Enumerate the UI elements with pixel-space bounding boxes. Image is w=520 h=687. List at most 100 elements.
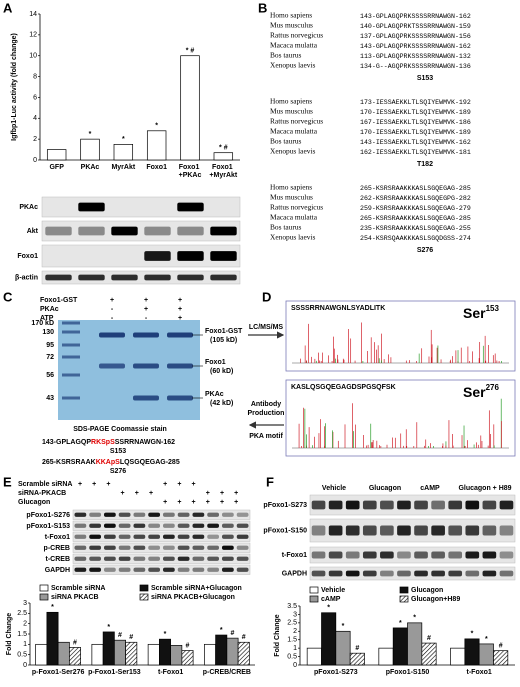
blot-band <box>207 567 220 572</box>
bar <box>306 647 322 666</box>
x-tick-label: MyrAkt <box>111 164 135 171</box>
sequence: 173-IESSAEKKLTLSQIYEWMVK-192 <box>360 99 471 106</box>
blot-band <box>311 525 326 536</box>
blot-band <box>148 512 161 517</box>
blot-band <box>162 534 175 539</box>
blot-band <box>465 500 480 510</box>
significance-marker: # <box>186 642 190 649</box>
ladder-band <box>62 373 80 377</box>
treatment-label: Glucagon <box>18 499 50 506</box>
lane-sign: + <box>163 481 167 488</box>
y-tick-label: 0 <box>293 662 297 669</box>
mw-label: 170 kD <box>31 320 54 327</box>
blot-label: Akt <box>27 228 39 235</box>
significance-marker: # <box>355 645 359 652</box>
blot-label: p-CREB <box>44 545 70 552</box>
bar <box>335 630 351 666</box>
legend-swatch <box>139 593 149 601</box>
lane-sign: + <box>178 297 182 304</box>
legend-label: cAMP <box>321 596 341 603</box>
band-size: (105 kD) <box>210 337 237 344</box>
blot-band <box>431 570 445 577</box>
site-text: Ser <box>463 384 486 400</box>
y-tick-label: 3 <box>293 611 297 618</box>
bar <box>392 627 408 666</box>
species-name: Homo sapiens <box>270 11 312 20</box>
blot-band <box>345 500 360 510</box>
blot-band <box>89 545 102 550</box>
x-tick-label: PKAc <box>81 164 100 171</box>
blot-band <box>177 523 190 528</box>
lane-sign: + <box>78 481 82 488</box>
blot-band <box>144 274 171 281</box>
lane-sign: + <box>192 481 196 488</box>
blot-band <box>177 202 204 212</box>
blot-band <box>118 545 131 550</box>
site-label: Ser276 <box>463 383 499 400</box>
bar <box>57 641 70 666</box>
significance-marker: * <box>89 131 92 138</box>
lane-sign: + <box>106 481 110 488</box>
blot-band <box>148 534 161 539</box>
x-tick-label: pFoxo1-S273 <box>314 669 358 676</box>
bar <box>237 641 250 666</box>
peptide-sequence: SSSSRRNAWGNLSYADLITK <box>291 305 385 312</box>
lane-sign: + <box>177 481 181 488</box>
ladder-band <box>62 330 80 334</box>
blot-band <box>465 551 480 559</box>
bar <box>80 138 100 161</box>
site-label: T182 <box>417 161 433 168</box>
species-name: Xenopus laevis <box>270 233 315 242</box>
significance-marker: # <box>129 634 133 641</box>
blot-band <box>118 567 131 572</box>
site-label: S276 <box>417 247 433 254</box>
x-tick-label: t-Foxo1 <box>158 669 183 676</box>
species-name: Mus musculus <box>270 107 313 116</box>
blot <box>72 531 251 542</box>
lane-sign: - <box>145 315 148 322</box>
sequence: 265-KSRSRAAKKKASLSGQEGAG-285 <box>360 185 471 192</box>
blot-band <box>380 551 394 559</box>
significance-marker: # <box>242 634 246 641</box>
blot <box>72 553 251 564</box>
gel-band <box>167 395 193 401</box>
blot <box>72 542 251 553</box>
blot-band <box>177 226 204 236</box>
blot-band <box>221 523 234 528</box>
sequence: 235-KSRSRAAKKKASLSGQEGAG-255 <box>360 225 471 232</box>
species-name: Mus musculus <box>270 21 313 30</box>
band-name: Foxo1 <box>205 359 226 366</box>
lane-sign: + <box>144 297 148 304</box>
bar <box>46 611 59 666</box>
legend-label: Vehicle <box>321 587 345 594</box>
significance-marker: * <box>155 123 158 130</box>
bar <box>421 642 437 666</box>
treatment-label: ATP <box>40 315 54 322</box>
panel-label: E <box>3 474 12 489</box>
blot-band <box>177 512 190 517</box>
blot-band <box>177 251 204 261</box>
legend-label: siRNA PKACB <box>51 594 99 601</box>
panel-label: A <box>3 0 13 15</box>
site-text: Ser <box>463 305 486 321</box>
sequence: 162-IESSAEKKLTLSQIYEWMVK-181 <box>360 149 471 156</box>
blot-band <box>177 534 190 539</box>
blot-band <box>89 534 102 539</box>
significance-marker: * # <box>186 48 195 55</box>
sequence-part: 265-KSRSRAAK <box>42 459 96 466</box>
blot-band <box>414 570 428 577</box>
mw-label: 95 <box>46 342 54 349</box>
significance-marker: # <box>499 643 503 650</box>
blot <box>41 244 241 268</box>
blot-band <box>236 534 249 539</box>
blot-label: β-actin <box>15 274 38 281</box>
species-name: Macaca mulatta <box>270 213 318 222</box>
species-name: Xenopus laevis <box>270 147 315 156</box>
y-axis-label: Fold Change <box>274 614 281 656</box>
bar <box>125 641 138 666</box>
blot-band <box>311 570 326 577</box>
gel-band <box>133 363 159 369</box>
x-tick-label: t-Foxo1 <box>467 669 492 676</box>
blot-band <box>328 551 343 559</box>
site-superscript: 153 <box>486 304 500 313</box>
